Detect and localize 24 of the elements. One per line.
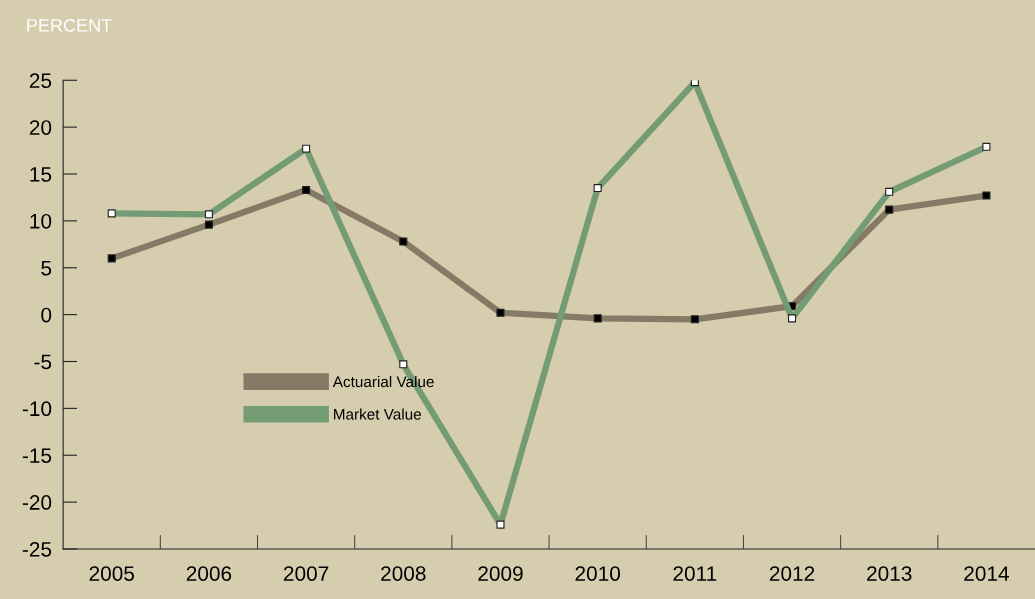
legend-label: Actuarial Value [332,375,434,388]
y-tick-label: -5 [34,354,52,370]
y-tick-label: -15 [22,448,52,463]
y-tick-label: -20 [22,495,52,510]
y-axis-title: PERCENT [27,19,112,32]
x-tick-label: 2005 [89,566,135,581]
x-tick-label: 2011 [673,566,717,581]
x-tick-label: 2007 [283,566,329,581]
legend-label: Market Value [334,408,421,420]
y-tick-label: 0 [41,307,52,323]
y-tick-label: -25 [22,541,52,557]
x-tick-label: 2012 [769,566,815,581]
y-tick-label: 5 [41,260,52,276]
y-tick-label: 25 [29,73,52,89]
x-tick-label: 2009 [478,566,523,581]
x-tick-label: 2010 [575,566,621,581]
y-tick-label: 20 [29,120,52,135]
y-tick-label: 10 [30,213,52,229]
x-tick-label: 2014 [964,566,1009,581]
x-tick-label: 2013 [867,566,912,581]
x-tick-label: 2008 [381,566,426,581]
y-tick-label: 15 [30,167,52,182]
x-tick-label: 2006 [186,566,232,581]
y-tick-label: -10 [22,401,52,417]
